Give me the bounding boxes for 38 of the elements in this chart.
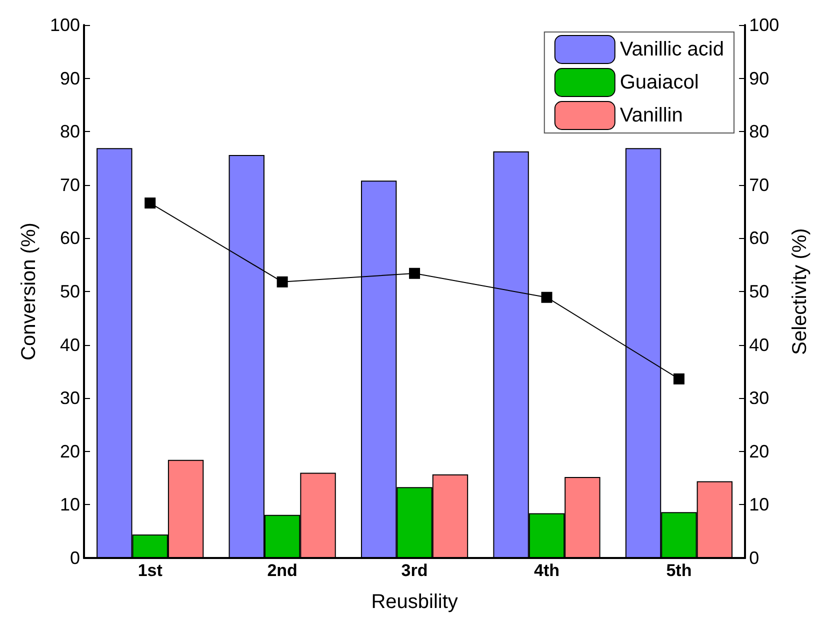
y-tick-label: 70 xyxy=(60,174,80,195)
legend-label: Vanillic acid xyxy=(620,38,724,60)
point xyxy=(144,198,156,209)
y-tick-label: 20 xyxy=(60,441,80,462)
y2-tick-label: 0 xyxy=(749,548,760,568)
x-tick-label: 5th xyxy=(666,561,692,580)
y2-tick-label: 40 xyxy=(749,334,770,355)
y2-tick-label: 20 xyxy=(749,441,770,462)
y2-tick-label: 100 xyxy=(749,15,780,35)
y-tick-label: 10 xyxy=(60,494,80,515)
legend-label: Guaiacol xyxy=(620,72,699,94)
y2-tick-label: 70 xyxy=(749,174,770,195)
y-axis-title: Conversion (%) xyxy=(18,222,40,360)
y2-tick-label: 90 xyxy=(749,68,770,88)
y-tick-label: 0 xyxy=(70,548,80,568)
y2-tick-label: 80 xyxy=(749,122,770,142)
y-tick-label: 40 xyxy=(60,334,80,355)
y2-axis-title: Selectivity (%) xyxy=(789,228,811,355)
x-tick-label: 1st xyxy=(138,561,163,580)
legend-label: Vanillin xyxy=(620,104,683,126)
y-tick-label: 100 xyxy=(50,15,80,35)
x-tick-label: 2nd xyxy=(267,561,298,580)
y-tick-label: 80 xyxy=(60,122,80,142)
y2-tick-label: 30 xyxy=(749,388,770,408)
point xyxy=(541,292,552,303)
x-axis-title: Reusbility xyxy=(371,591,458,613)
x-tick-label: 4th xyxy=(534,561,560,580)
x-tick-label: 3rd xyxy=(401,561,428,580)
y-tick-label: 90 xyxy=(60,68,80,88)
point xyxy=(409,268,420,279)
y2-tick-label: 60 xyxy=(749,228,770,248)
y2-tick-label: 10 xyxy=(749,494,770,515)
y-tick-label: 60 xyxy=(60,228,80,248)
y2-tick-label: 50 xyxy=(749,282,770,302)
y-tick-label: 30 xyxy=(60,388,80,408)
y-tick-label: 50 xyxy=(60,282,80,302)
point xyxy=(673,373,684,384)
point xyxy=(276,276,288,288)
